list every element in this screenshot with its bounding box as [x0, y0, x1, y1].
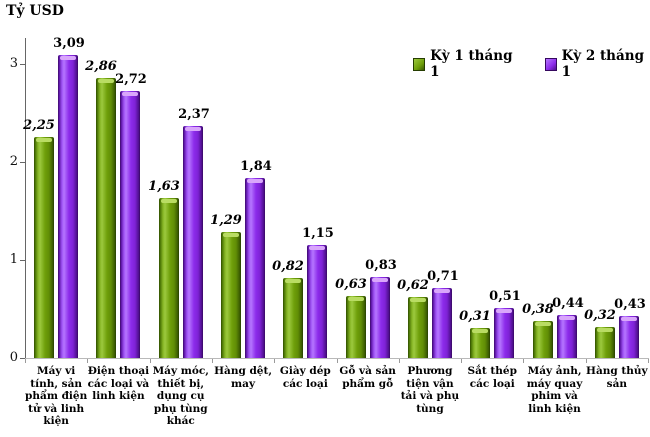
legend-item-ky1: Kỳ 1 tháng 1: [413, 48, 519, 80]
legend-swatch-purple: [544, 57, 557, 71]
x-axis-tick: [87, 359, 89, 363]
bar-value-label: 0,82: [272, 259, 304, 274]
x-axis-category-label: Máy ảnh, máy quay phim và linh kiện: [526, 365, 583, 415]
x-axis-tick: [585, 359, 587, 363]
bar-ky1: [159, 198, 179, 358]
bar-ky1: [470, 328, 490, 358]
bar-value-label: 0,32: [584, 308, 616, 323]
y-axis-tick: [20, 162, 25, 163]
bar-value-label: 1,63: [148, 179, 180, 194]
y-axis-tick-label: 1: [9, 252, 18, 267]
bar-ky2: [120, 91, 140, 358]
y-axis-tick: [20, 358, 25, 359]
bar-ky1: [96, 78, 116, 358]
bar-ky2: [245, 178, 265, 358]
bar-ky1: [346, 296, 366, 358]
x-axis-tick: [25, 359, 26, 363]
bar-ky2: [58, 55, 78, 358]
bar-value-label: 3,09: [53, 36, 85, 51]
bar-ky2: [557, 315, 577, 358]
y-axis-tick: [20, 64, 25, 65]
bar-value-label: 2,25: [23, 118, 55, 133]
x-axis-category-label: Máy vi tính, sản phẩm điện tử và linh ki…: [25, 365, 88, 427]
bar-ky2: [307, 245, 327, 358]
bar-value-label: 2,86: [85, 59, 117, 74]
bar-value-label: 0,51: [489, 289, 521, 304]
bar-ky1: [408, 297, 428, 358]
bar-ky1: [283, 278, 303, 358]
bar-value-label: 2,37: [178, 107, 210, 122]
bar-ky1: [221, 232, 241, 358]
bar-value-label: 0,38: [522, 302, 554, 317]
x-axis-category-label: Hàng thủy sản: [586, 365, 648, 390]
bar-value-label: 0,44: [552, 296, 584, 311]
x-axis-category-label: Hàng dệt, may: [214, 365, 272, 390]
y-axis-title: Tỷ USD: [6, 3, 64, 19]
bar-value-label: 1,29: [210, 213, 242, 228]
bar-value-label: 0,71: [427, 269, 459, 284]
bar-ky2: [432, 288, 452, 358]
bar-value-label: 0,31: [459, 309, 491, 324]
bar-value-label: 0,83: [365, 258, 397, 273]
x-axis-tick: [274, 359, 276, 363]
x-axis-tick: [398, 359, 400, 363]
legend-item-ky2: Kỳ 2 tháng 1: [544, 48, 650, 80]
y-axis-line: [25, 38, 26, 358]
x-axis-line: [25, 358, 649, 359]
x-axis-category-label: Giày dép các loại: [279, 365, 331, 390]
legend-label: Kỳ 2 tháng 1: [561, 48, 645, 80]
x-axis-category-label: Điện thoại các loại và linh kiện: [87, 365, 150, 402]
x-axis-tick: [461, 359, 463, 363]
y-axis-tick-label: 0: [9, 350, 18, 365]
bar-ky1: [34, 137, 54, 358]
x-axis-tick: [648, 359, 649, 363]
bar-ky2: [370, 277, 390, 358]
bar-ky2: [619, 316, 639, 358]
x-axis-category-label: Sắt thép các loại: [467, 365, 517, 390]
bar-value-label: 1,15: [302, 226, 334, 241]
bar-ky1: [595, 327, 615, 358]
x-axis-tick: [149, 359, 151, 363]
x-axis-tick: [336, 359, 338, 363]
y-axis-tick-label: 2: [9, 154, 18, 169]
x-axis-tick: [523, 359, 525, 363]
y-axis-tick: [20, 260, 25, 261]
bar-value-label: 0,43: [614, 297, 646, 312]
legend-label: Kỳ 1 tháng 1: [430, 48, 513, 80]
bar-ky2: [494, 308, 514, 358]
legend-swatch-green: [413, 57, 426, 71]
x-axis-tick: [211, 359, 213, 363]
x-axis-category-label: Phương tiện vận tải và phụ tùng: [400, 365, 460, 415]
bar-value-label: 0,63: [335, 277, 367, 292]
bar-ky1: [533, 321, 553, 358]
y-axis-tick-label: 3: [9, 56, 18, 71]
x-axis-category-label: Máy móc, thiết bị, dụng cụ phụ tùng khác: [152, 365, 209, 427]
bar-ky2: [183, 126, 203, 358]
x-axis-category-label: Gỗ và sản phẩm gỗ: [339, 365, 396, 390]
bar-value-label: 1,84: [240, 159, 272, 174]
legend: Kỳ 1 tháng 1 Kỳ 2 tháng 1: [413, 48, 650, 80]
bar-value-label: 0,62: [397, 278, 429, 293]
bar-value-label: 2,72: [115, 72, 147, 87]
